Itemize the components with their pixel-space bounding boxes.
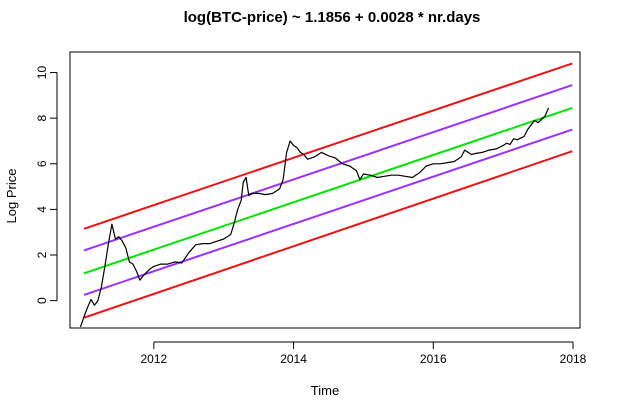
chart-title: log(BTC-price) ~ 1.1856 + 0.0028 * nr.da…	[184, 9, 481, 26]
x-tick-label: 2014	[280, 352, 307, 366]
series-line-regression	[83, 106, 573, 275]
y-tick-label: 2	[35, 251, 49, 258]
y-axis-label: Log Price	[4, 169, 19, 224]
y-tick-label: 8	[35, 114, 49, 121]
series-line-lower-1-band	[83, 128, 573, 296]
series-line-upper-2-band	[83, 62, 573, 230]
plot-frame	[69, 51, 581, 329]
x-tick-label: 2012	[140, 352, 167, 366]
axes-layer: 2012 2014 2016 2018 0 2 4 6 8 10	[35, 66, 587, 366]
y-tick-label: 4	[35, 206, 49, 213]
series-line-upper-1-band	[83, 84, 573, 252]
series-line-lower-2-band	[83, 150, 573, 319]
series-layer	[79, 62, 573, 328]
y-tick-label: 6	[35, 160, 49, 167]
x-tick-label: 2016	[420, 352, 447, 366]
x-axis-label: Time	[311, 383, 339, 398]
series-line-price	[79, 107, 550, 328]
x-tick-label: 2018	[560, 352, 587, 366]
y-tick-label: 10	[35, 66, 49, 80]
y-tick-label: 0	[35, 297, 49, 304]
